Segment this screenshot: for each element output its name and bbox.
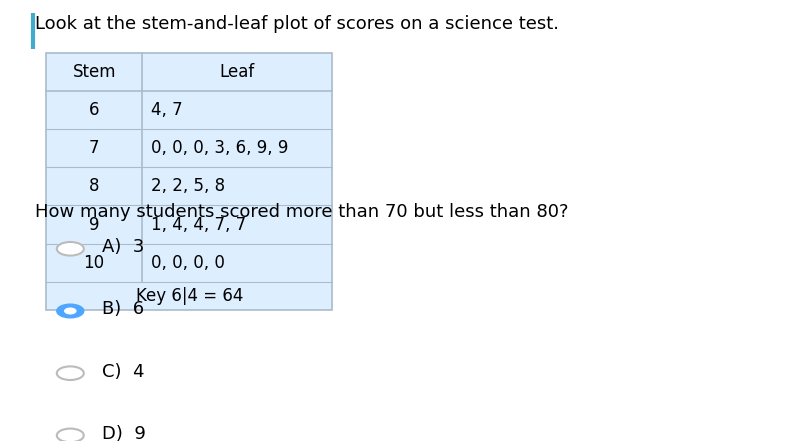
Text: Look at the stem-and-leaf plot of scores on a science test.: Look at the stem-and-leaf plot of scores… bbox=[34, 15, 558, 33]
Text: 7: 7 bbox=[89, 139, 99, 157]
Circle shape bbox=[57, 366, 84, 380]
Text: Key 6|4 = 64: Key 6|4 = 64 bbox=[136, 287, 243, 305]
Text: Leaf: Leaf bbox=[219, 63, 254, 81]
FancyBboxPatch shape bbox=[46, 53, 333, 310]
Text: 0, 0, 0, 3, 6, 9, 9: 0, 0, 0, 3, 6, 9, 9 bbox=[151, 139, 289, 157]
Text: A)  3: A) 3 bbox=[102, 238, 145, 256]
Text: 8: 8 bbox=[89, 177, 99, 195]
Text: How many students scored more than 70 but less than 80?: How many students scored more than 70 bu… bbox=[34, 203, 568, 221]
Circle shape bbox=[57, 429, 84, 441]
Circle shape bbox=[65, 308, 76, 314]
Text: Stem: Stem bbox=[72, 63, 116, 81]
Text: C)  4: C) 4 bbox=[102, 363, 145, 381]
Text: 4, 7: 4, 7 bbox=[151, 101, 183, 119]
Text: B)  6: B) 6 bbox=[102, 300, 144, 318]
Text: 9: 9 bbox=[89, 216, 99, 233]
Text: D)  9: D) 9 bbox=[102, 425, 146, 441]
Circle shape bbox=[57, 304, 84, 318]
Text: 2, 2, 5, 8: 2, 2, 5, 8 bbox=[151, 177, 226, 195]
Text: 10: 10 bbox=[83, 254, 105, 272]
Text: 6: 6 bbox=[89, 101, 99, 119]
Text: 0, 0, 0, 0: 0, 0, 0, 0 bbox=[151, 254, 226, 272]
Text: 1, 4, 4, 7, 7: 1, 4, 4, 7, 7 bbox=[151, 216, 246, 233]
Circle shape bbox=[57, 242, 84, 256]
